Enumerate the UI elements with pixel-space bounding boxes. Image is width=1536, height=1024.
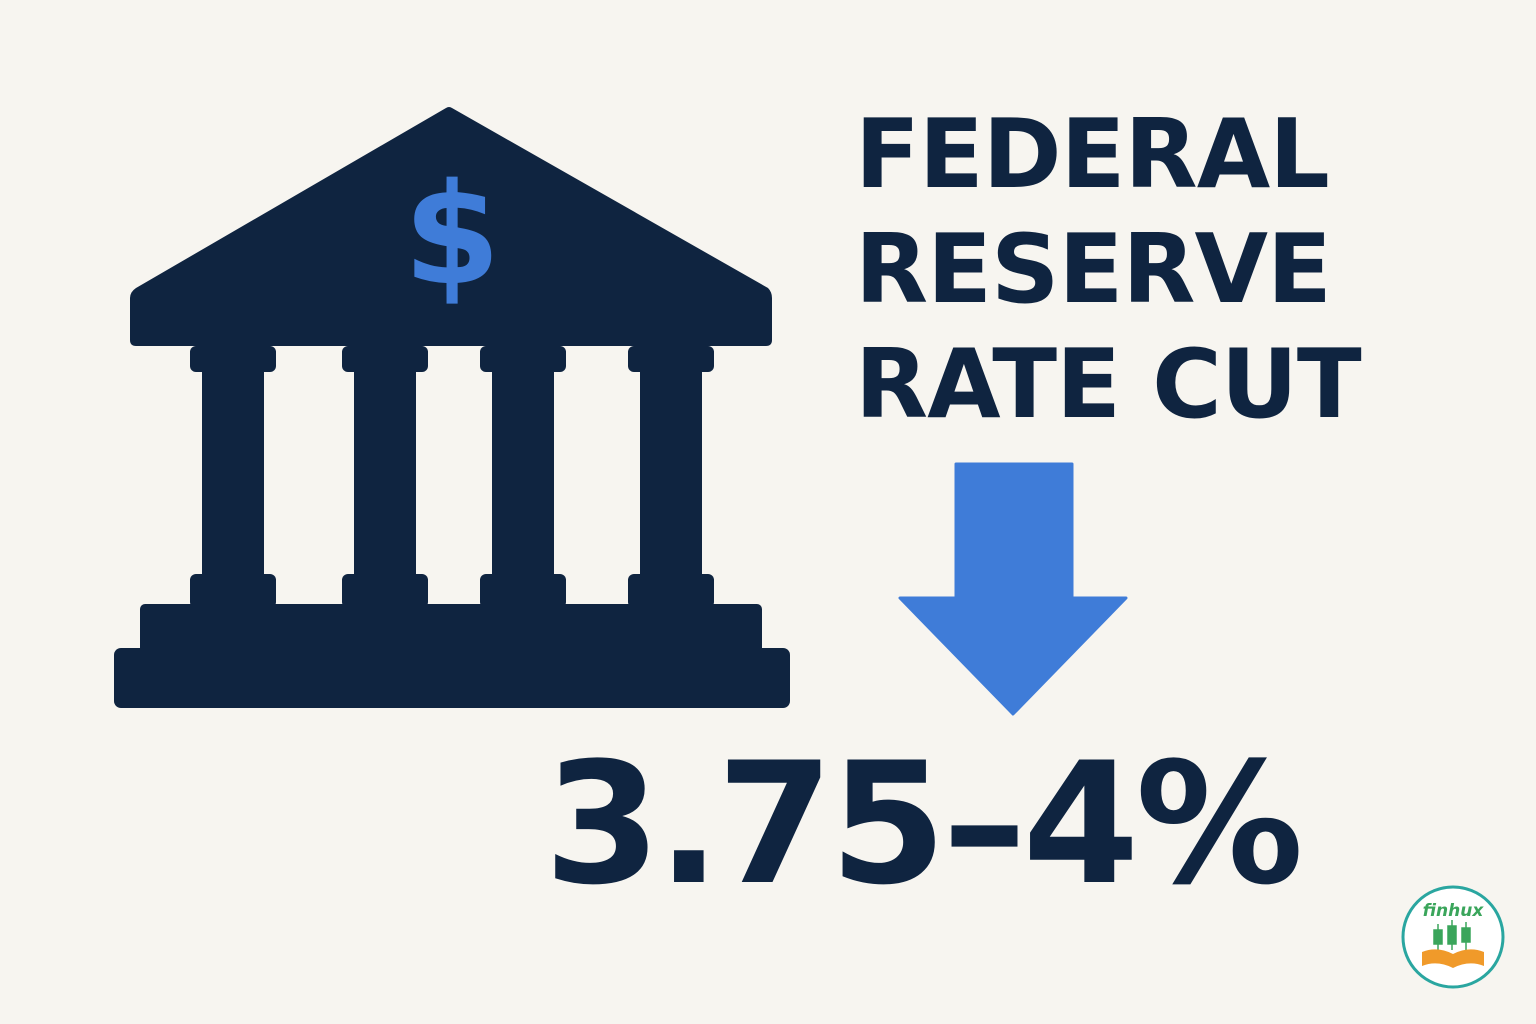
bank-roof — [130, 107, 772, 346]
headline-line-1: FEDERAL — [855, 100, 1330, 210]
dollar-sign-icon: $ — [403, 154, 501, 317]
bank-building-icon — [114, 107, 790, 708]
headline-line-2: RESERVE — [855, 215, 1332, 325]
bank-step-upper — [140, 604, 762, 656]
headline: FEDERAL RESERVE RATE CUT — [855, 98, 1362, 443]
book-icon — [1422, 949, 1484, 968]
finhux-logo: finhux — [1401, 885, 1505, 989]
down-arrow-icon — [898, 462, 1128, 716]
bank-step-lower — [114, 648, 790, 708]
headline-line-3: RATE CUT — [855, 330, 1362, 440]
candlestick-icon — [1433, 920, 1471, 950]
finhux-logo-text: finhux — [1423, 901, 1485, 921]
rate-range: 3.75–4% — [544, 726, 1304, 922]
bank-columns — [190, 346, 714, 608]
